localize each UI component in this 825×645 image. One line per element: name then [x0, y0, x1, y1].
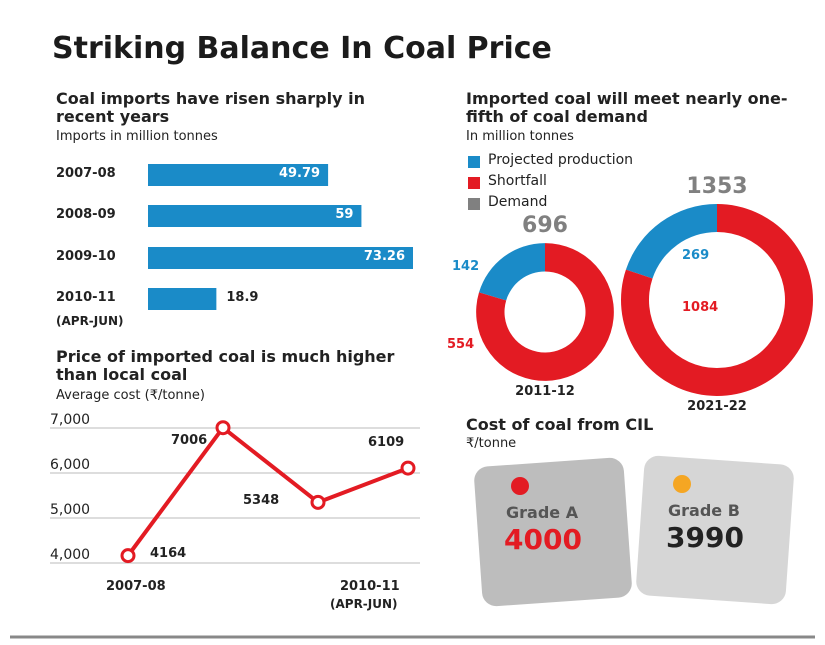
demand-label: 1353 — [686, 174, 748, 199]
bar — [148, 288, 217, 310]
chart-subtitle: In million tonnes — [466, 129, 574, 144]
legend-label: Demand — [488, 194, 548, 210]
value-label: 142 — [452, 259, 480, 274]
annotation: (APR-JUN) — [56, 314, 124, 328]
tag-dot — [511, 477, 529, 495]
value-label: 5348 — [243, 493, 280, 509]
x-tick-label: 2010-11 — [340, 579, 400, 594]
legend-swatch — [468, 177, 480, 189]
tag-dot — [673, 475, 691, 493]
bar — [148, 164, 329, 186]
point — [400, 460, 416, 476]
point — [310, 494, 326, 510]
annotation: (APR-JUN) — [330, 597, 398, 611]
chart-subtitle: Imports in million tonnes — [56, 129, 218, 144]
value-label: 269 — [682, 248, 710, 263]
point — [120, 548, 136, 564]
category-label: 2009-10 — [56, 249, 116, 264]
y-tick-label: 4,000 — [50, 547, 91, 563]
chart-subtitle: Average cost (₹/tonne) — [56, 388, 205, 403]
chart-subtitle: ₹/tonne — [466, 436, 517, 451]
line — [126, 425, 409, 557]
category-label: 2011-12 — [515, 383, 575, 399]
donut-slice — [625, 204, 717, 279]
category-label: Grade B — [668, 501, 740, 520]
legend-label: Shortfall — [488, 173, 547, 189]
chart-title: Coal imports have risen sharply in recen… — [56, 89, 365, 127]
value-label: 73.26 — [363, 249, 405, 264]
value-label: 4000 — [504, 523, 582, 556]
value-label: 3990 — [666, 521, 744, 554]
point — [215, 420, 231, 436]
category-label: 2007-08 — [56, 166, 116, 181]
chart-title: Price of imported coal is much higher th… — [56, 347, 395, 385]
value-label: 6109 — [368, 435, 405, 451]
chart-title: Imported coal will meet nearly one-fifth… — [466, 89, 788, 127]
value-label: 4164 — [150, 545, 187, 561]
donut-slice — [476, 243, 614, 381]
tag-card — [636, 455, 794, 605]
category-label: 2021-22 — [687, 399, 747, 414]
x-tick-label: 2007-08 — [106, 579, 166, 594]
value-label: 554 — [447, 337, 475, 352]
category-label: 2008-09 — [56, 207, 116, 222]
bar — [148, 247, 413, 269]
page-title: Striking Balance In Coal Price — [52, 31, 552, 66]
value-label: 49.79 — [278, 166, 321, 181]
y-tick-label: 5,000 — [50, 502, 91, 518]
category-label: 2010-11 — [56, 290, 116, 305]
y-tick-label: 7,000 — [50, 412, 91, 428]
legend-swatch — [468, 198, 480, 210]
category-label: Grade A — [506, 503, 579, 522]
tag-card — [474, 457, 632, 607]
y-tick-label: 6,000 — [50, 457, 91, 473]
donut-slice — [478, 243, 545, 301]
value-label: 18.9 — [226, 290, 259, 305]
value-label: 59 — [335, 207, 354, 222]
value-label: 1084 — [682, 300, 719, 315]
demand-label: 696 — [522, 213, 568, 239]
chart-title: Cost of coal from CIL — [466, 415, 654, 434]
legend-label: Projected production — [488, 152, 634, 168]
bar — [148, 205, 362, 227]
legend-swatch — [468, 156, 480, 168]
value-label: 7006 — [171, 432, 208, 448]
